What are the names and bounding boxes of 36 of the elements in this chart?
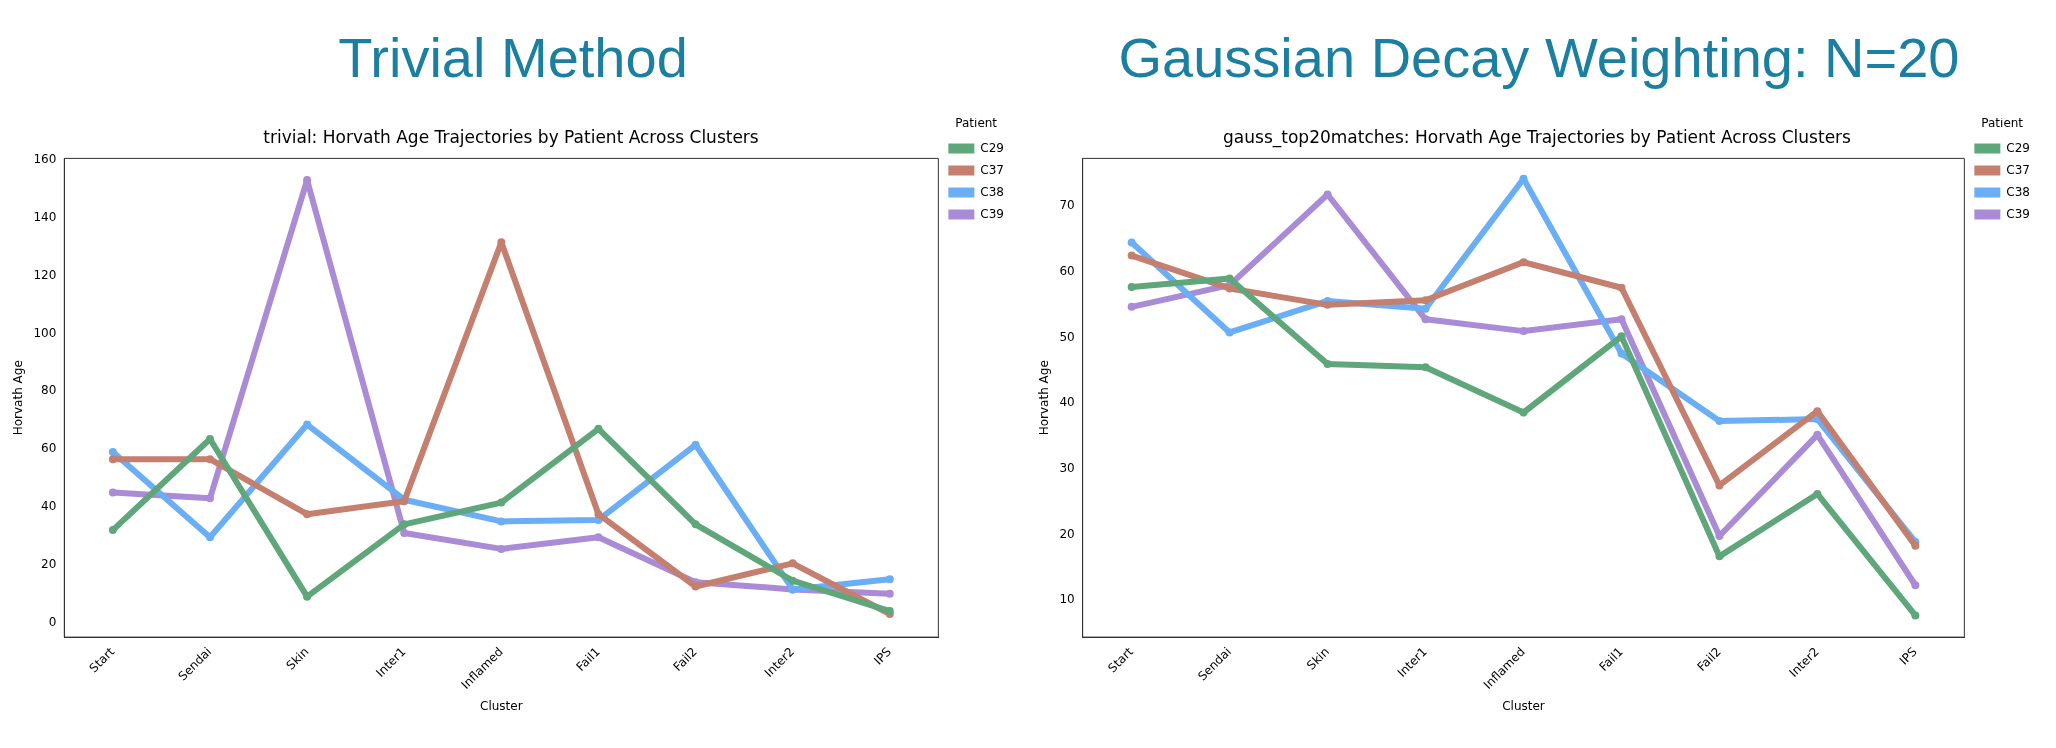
legend-label: C38 [2006, 184, 2031, 199]
x-axis-title: Cluster [1502, 698, 1545, 713]
x-tick-label: IPS [871, 644, 895, 668]
chart-title: Trivial Method [337, 25, 689, 91]
legend-label: C37 [980, 162, 1005, 177]
x-axis-title: Cluster [480, 698, 523, 713]
y-tick-label: 70 [1059, 198, 1075, 213]
y-tick-label: 40 [41, 499, 57, 514]
y-tick-label: 100 [33, 325, 57, 340]
legend-title: Patient [955, 116, 998, 131]
legend-label: C37 [2006, 162, 2031, 177]
y-tick-label: 30 [1059, 461, 1075, 476]
chart-title: Gaussian Decay Weighting: N=20 [1117, 25, 1961, 91]
y-axis-title: Horvath Age [1037, 360, 1052, 436]
legend-label: C39 [2006, 206, 2031, 221]
legend-label: C29 [2006, 140, 2031, 155]
y-tick-label: 60 [41, 441, 57, 456]
legend-title: Patient [1981, 116, 2024, 131]
y-axis-title: Horvath Age [11, 360, 26, 436]
y-tick-label: 160 [33, 151, 57, 166]
y-tick-label: 80 [41, 383, 57, 398]
y-tick-label: 50 [1059, 329, 1075, 344]
y-tick-label: 60 [1059, 264, 1075, 279]
x-tick-label: IPS [1896, 644, 1920, 668]
y-tick-label: 20 [41, 556, 57, 571]
chart-subtitle: gauss_top20matches: Horvath Age Trajectories by Patient Across Clusters [1223, 126, 1852, 148]
y-tick-label: 40 [1059, 395, 1075, 410]
legend-label: C39 [980, 206, 1005, 221]
y-tick-label: 0 [48, 614, 57, 629]
y-tick-label: 10 [1059, 592, 1075, 607]
chart-subtitle: trivial: Horvath Age Trajectories by Patient Across Clusters [263, 126, 759, 147]
y-tick-label: 120 [33, 267, 57, 282]
y-tick-label: 140 [33, 209, 57, 224]
y-tick-label: 20 [1059, 526, 1075, 541]
legend-label: C29 [980, 140, 1005, 155]
legend-label: C38 [980, 184, 1005, 199]
